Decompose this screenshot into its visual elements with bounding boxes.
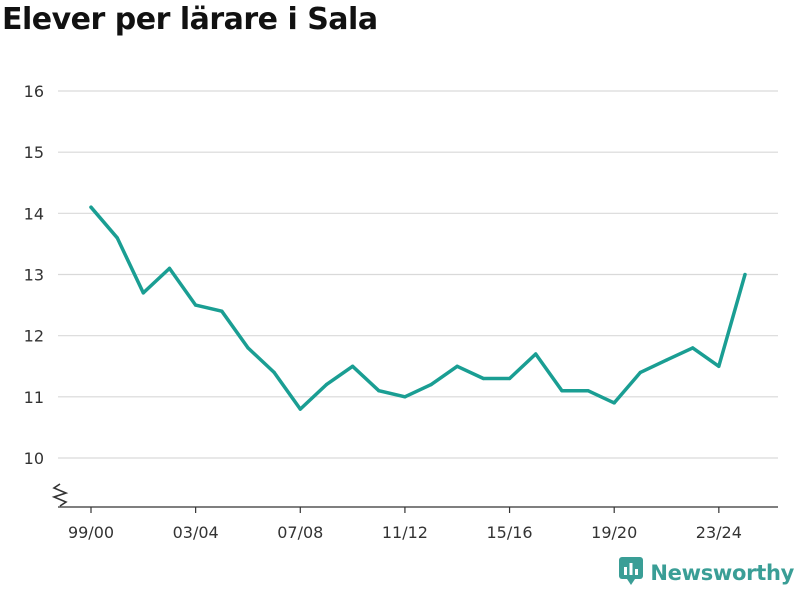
y-tick-label: 15 — [24, 143, 44, 162]
data-point — [324, 383, 329, 387]
y-tick-label: 16 — [24, 82, 44, 101]
data-point — [115, 236, 119, 240]
brand: Newsworthy — [618, 556, 794, 590]
x-tick-label: 19/20 — [591, 523, 637, 542]
brand-name: Newsworthy — [650, 561, 794, 585]
y-axis-labels: 10 11 12 13 14 15 16 — [24, 82, 44, 468]
series-line — [89, 205, 747, 411]
y-tick-label: 13 — [24, 266, 44, 285]
y-axis-break-icon — [51, 483, 69, 507]
data-point — [638, 370, 642, 374]
y-tick-label: 12 — [24, 327, 44, 346]
data-point — [612, 401, 616, 405]
data-point — [141, 291, 145, 295]
x-tick-label: 15/16 — [487, 523, 533, 542]
data-point — [220, 309, 224, 313]
data-point — [272, 370, 276, 374]
data-point — [560, 389, 564, 393]
x-axis-ticks: 99/00 03/04 07/08 11/12 15/16 19/20 23/24 — [68, 507, 742, 542]
data-point — [403, 395, 407, 399]
data-point — [351, 364, 355, 368]
data-point — [507, 376, 512, 381]
data-point — [89, 205, 93, 209]
y-tick-label: 11 — [24, 388, 44, 407]
x-tick-label: 11/12 — [382, 523, 428, 542]
data-point — [586, 389, 590, 393]
y-tick-label: 10 — [24, 449, 44, 468]
data-point — [717, 364, 721, 368]
x-tick-label: 99/00 — [68, 523, 114, 542]
x-tick-label: 07/08 — [277, 523, 323, 542]
newsworthy-logo-icon — [618, 556, 644, 590]
data-point — [194, 303, 198, 307]
data-point — [377, 389, 381, 393]
y-tick-label: 14 — [24, 204, 44, 223]
data-point — [743, 272, 747, 277]
data-point — [246, 346, 250, 350]
data-point — [167, 266, 172, 270]
series-layer — [89, 205, 747, 411]
x-tick-label: 23/24 — [696, 523, 742, 542]
data-point — [534, 352, 538, 356]
data-point — [455, 364, 459, 368]
data-point — [429, 383, 433, 387]
data-point — [691, 346, 695, 350]
data-point — [298, 407, 302, 411]
chart-title: Elever per lärare i Sala — [2, 2, 378, 37]
data-point — [664, 358, 669, 362]
gridlines — [58, 90, 778, 459]
x-tick-label: 03/04 — [173, 523, 219, 542]
data-point — [481, 376, 485, 381]
